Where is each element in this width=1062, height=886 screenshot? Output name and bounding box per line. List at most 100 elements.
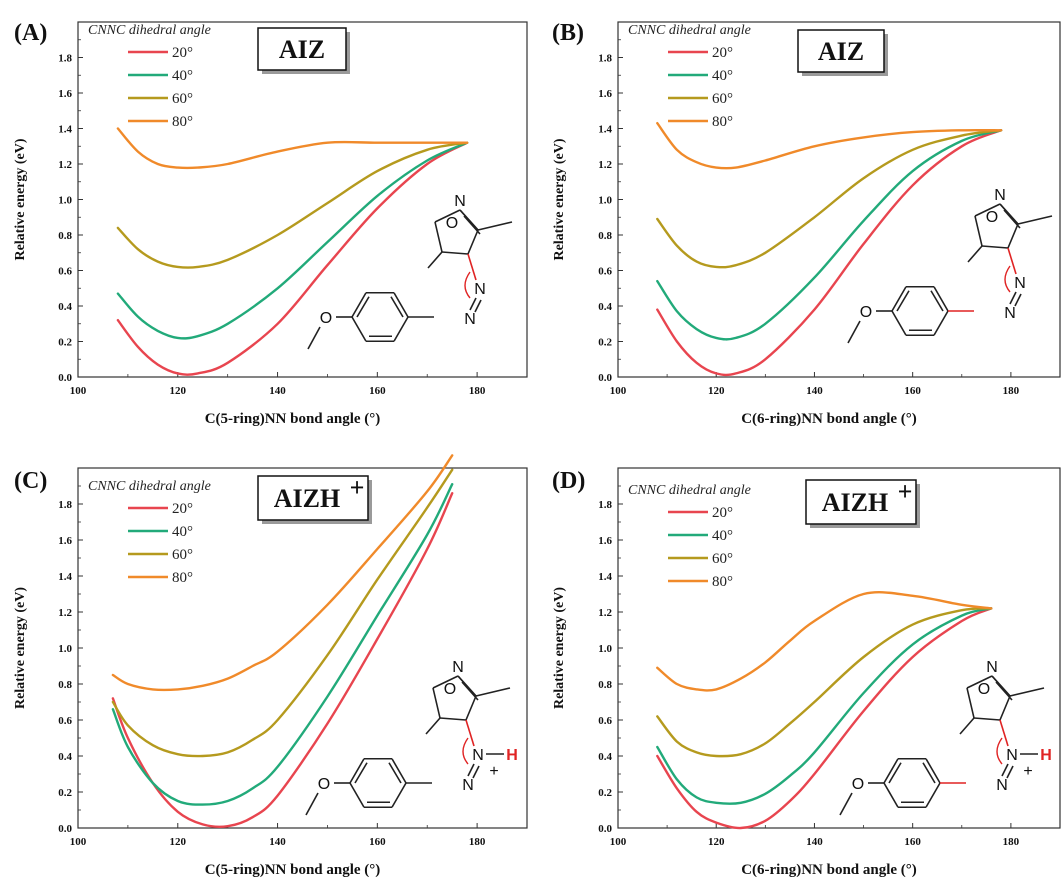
series-line-4 <box>656 591 993 692</box>
y-tick-label: 1.6 <box>58 535 72 547</box>
bond-line <box>991 675 1011 697</box>
series-line-2 <box>116 141 469 340</box>
bond-line-red <box>467 253 477 281</box>
bond-line <box>393 292 409 318</box>
y-tick-label: 0.0 <box>598 372 612 384</box>
y-tick-label: 0.8 <box>598 679 612 691</box>
angle-arc <box>996 737 1003 765</box>
bond-line <box>847 320 861 344</box>
legend-entry-4: 80° <box>172 570 193 586</box>
x-tick-label: 180 <box>469 836 486 848</box>
bond-line <box>388 762 402 784</box>
bond-line <box>469 297 477 311</box>
bond-line <box>459 209 479 231</box>
x-tick-label: 160 <box>904 836 921 848</box>
x-tick-label: 180 <box>469 385 486 397</box>
y-tick-label: 1.2 <box>58 607 72 619</box>
bond-line <box>432 675 459 689</box>
bond-line <box>1001 763 1009 777</box>
legend-entry-4: 80° <box>172 114 193 130</box>
bond-line <box>974 215 983 247</box>
legend-title: CNNC dihedral angle <box>628 23 751 38</box>
x-axis-label: C(6-ring)NN bond angle (°) <box>741 862 917 878</box>
x-tick-label: 120 <box>708 836 725 848</box>
series-line-2 <box>656 607 993 805</box>
atom-o-ring: O <box>446 215 458 232</box>
bond-line <box>930 290 944 312</box>
atom-n-azo-1: N <box>1014 275 1026 292</box>
atom-n-ring: N <box>454 193 466 210</box>
bond-line <box>467 763 475 777</box>
bond-line <box>1006 765 1014 779</box>
atom-o-methoxy: O <box>320 310 332 327</box>
bond-line <box>439 717 467 721</box>
atom-n-azo-1: N <box>472 747 484 764</box>
series-line-4 <box>116 127 469 170</box>
bond-line <box>432 687 441 719</box>
legend-entry-1: 20° <box>172 501 193 517</box>
legend-entry-3: 60° <box>172 91 193 107</box>
atom-n-ring: N <box>986 659 998 676</box>
x-tick-label: 180 <box>1003 385 1020 397</box>
title-box <box>797 29 885 73</box>
y-tick-label: 0.8 <box>598 230 612 242</box>
legend-entry-1: 20° <box>172 45 193 61</box>
y-tick-label: 0.2 <box>58 337 72 349</box>
legend-entry-3: 60° <box>712 91 733 107</box>
y-tick-label: 1.8 <box>598 499 612 511</box>
x-axis-label: C(5-ring)NN bond angle (°) <box>205 862 381 878</box>
series-line-3 <box>656 607 993 758</box>
legend-title: CNNC dihedral angle <box>628 483 751 498</box>
y-tick-label: 1.4 <box>58 124 72 136</box>
bond-line <box>967 245 983 263</box>
y-axis-label: Relative energy (eV) <box>552 587 567 709</box>
bond-line <box>391 758 407 784</box>
bond-line <box>475 687 511 697</box>
bond-line <box>305 792 319 816</box>
x-tick-label: 100 <box>70 385 87 397</box>
legend-entry-1: 20° <box>712 505 733 521</box>
bond-line <box>888 762 902 784</box>
legend-entry-2: 40° <box>172 524 193 540</box>
bond-line <box>349 782 365 808</box>
y-tick-label: 0.4 <box>598 301 612 313</box>
bond-line <box>307 326 321 350</box>
bond-line <box>425 717 441 735</box>
series-line-4 <box>111 454 454 692</box>
y-tick-label: 1.8 <box>58 499 72 511</box>
x-tick-label: 140 <box>269 385 286 397</box>
bond-line-red <box>465 719 475 747</box>
bond-line <box>981 245 1009 249</box>
bond-line <box>1007 223 1019 249</box>
bond-line <box>441 251 469 255</box>
chart-panel-1: 100 120 140 160 180 0.0 0.2 0.4 0.6 0.8 1.0 1.2 1.4 1… <box>13 20 528 427</box>
y-tick-label: 0.4 <box>58 301 72 313</box>
legend-entry-2: 40° <box>712 68 733 84</box>
panel-label: (C) <box>14 468 47 494</box>
chart-title: AIZH <box>822 488 888 517</box>
panel-label: (A) <box>14 20 47 46</box>
legend-entry-4: 80° <box>712 114 733 130</box>
x-tick-label: 100 <box>610 385 627 397</box>
atom-o-methoxy: O <box>860 304 872 321</box>
bond-line <box>1014 293 1022 307</box>
legend-entry-1: 20° <box>712 45 733 61</box>
bond-line <box>896 290 910 312</box>
y-tick-label: 0.4 <box>58 751 72 763</box>
atom-n-azo-1: N <box>474 281 486 298</box>
bond-line <box>391 782 407 808</box>
y-tick-label: 1.0 <box>598 643 612 655</box>
y-axis-label: Relative energy (eV) <box>552 138 567 260</box>
y-tick-label: 1.8 <box>598 53 612 65</box>
bond-line <box>351 316 367 342</box>
y-tick-label: 1.2 <box>58 159 72 171</box>
bond-line <box>1009 687 1045 697</box>
bond-line <box>974 203 1001 217</box>
bond-line <box>457 675 477 697</box>
bond-line <box>356 296 370 318</box>
bond-line <box>434 221 443 253</box>
series-line-2 <box>656 129 1003 341</box>
bond-line <box>925 782 941 808</box>
